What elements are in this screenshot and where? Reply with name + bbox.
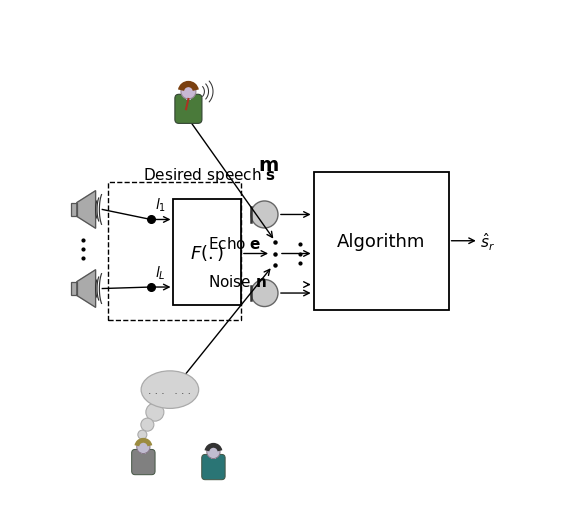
Polygon shape (77, 270, 95, 308)
Polygon shape (77, 191, 95, 229)
Bar (72, 282, 77, 296)
Circle shape (181, 85, 196, 100)
Circle shape (138, 430, 147, 439)
Circle shape (141, 418, 154, 431)
Bar (314, 173, 449, 310)
Bar (72, 203, 77, 217)
Bar (141, 451, 146, 454)
Text: $l_1$: $l_1$ (155, 196, 166, 214)
Text: $l_L$: $l_L$ (155, 264, 165, 281)
Circle shape (146, 403, 164, 421)
FancyBboxPatch shape (202, 454, 225, 480)
Text: Desired speech $\mathbf{s}$: Desired speech $\mathbf{s}$ (143, 166, 276, 184)
Bar (173, 200, 241, 305)
Text: Algorithm: Algorithm (337, 232, 425, 250)
Text: $\mathbf{m}$: $\mathbf{m}$ (258, 156, 279, 175)
Circle shape (207, 445, 220, 459)
Text: . . .   . . .: . . . . . . (148, 385, 191, 395)
Text: Noise $\mathbf{n}$: Noise $\mathbf{n}$ (208, 273, 267, 289)
Bar (186, 96, 191, 100)
Text: Echo $\mathbf{e}$: Echo $\mathbf{e}$ (208, 235, 262, 251)
Circle shape (251, 280, 278, 307)
Ellipse shape (141, 371, 198, 409)
Text: $\hat{s}_r$: $\hat{s}_r$ (480, 230, 495, 252)
Circle shape (251, 201, 278, 229)
FancyBboxPatch shape (175, 95, 202, 124)
Circle shape (137, 440, 150, 453)
Bar (211, 456, 216, 459)
Text: $F(.)$: $F(.)$ (190, 242, 224, 263)
FancyBboxPatch shape (132, 449, 155, 475)
Bar (108, 183, 241, 320)
